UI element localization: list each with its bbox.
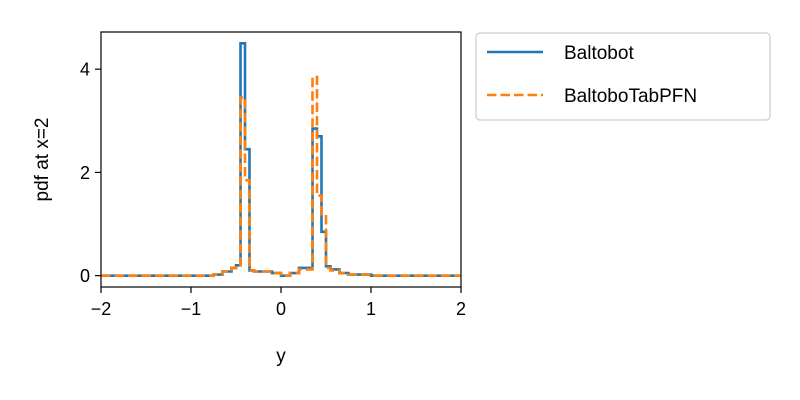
legend-frame bbox=[475, 32, 771, 121]
series-line-baltobot bbox=[101, 42, 461, 277]
legend: Baltobot BaltoboTabPFN bbox=[475, 32, 771, 121]
x-tick-label: −2 bbox=[91, 299, 112, 319]
series-line-baltobotabpfn bbox=[101, 75, 461, 277]
y-axis-label: pdf at x=2 bbox=[32, 118, 53, 202]
y-tick-label: 2 bbox=[80, 163, 90, 183]
x-tick-label: 0 bbox=[276, 299, 286, 319]
legend-label-baltobotabpfn: BaltoboTabPFN bbox=[564, 86, 697, 107]
x-tick-label: 1 bbox=[366, 299, 376, 319]
plot-frame bbox=[100, 31, 462, 288]
y-tick-label: 0 bbox=[80, 266, 90, 286]
axes-layer: −2 −1 0 1 2 0 2 4 bbox=[80, 31, 466, 319]
x-axis-label: y bbox=[276, 346, 286, 367]
y-tick-label: 4 bbox=[80, 60, 90, 80]
x-tick-label: −1 bbox=[181, 299, 202, 319]
x-tick-label: 2 bbox=[456, 299, 466, 319]
legend-label-baltobot: Baltobot bbox=[564, 43, 634, 64]
plot-layer bbox=[101, 42, 461, 277]
